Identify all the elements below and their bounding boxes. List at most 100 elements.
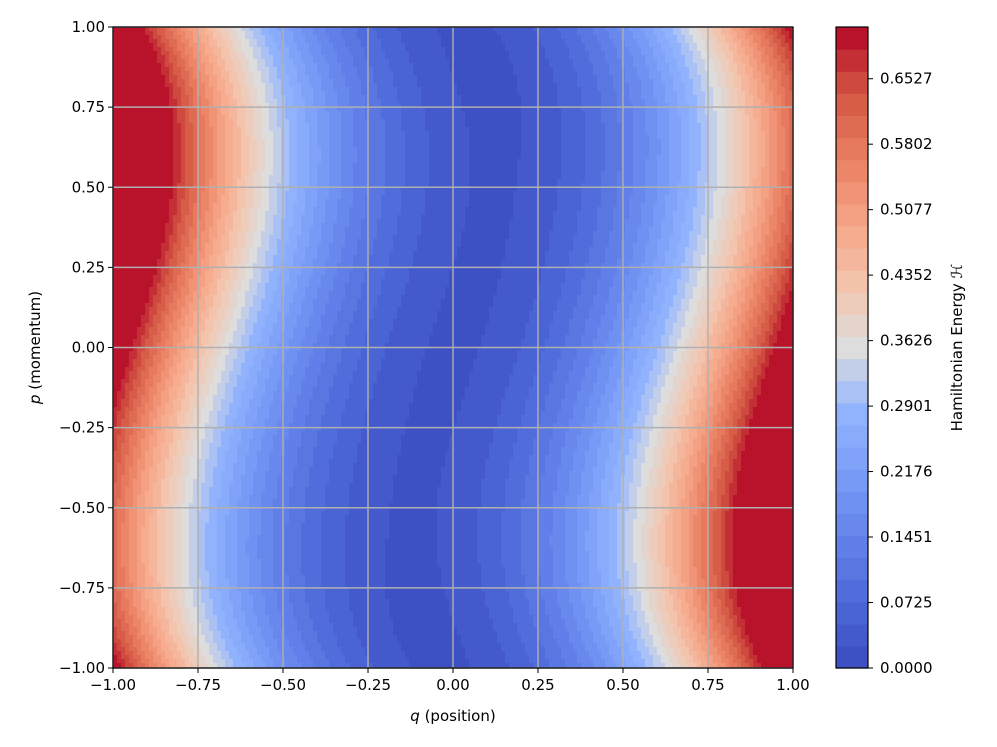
contour-cell: [201, 611, 206, 616]
contour-cell: [189, 231, 194, 236]
contour-cell: [229, 383, 234, 388]
contour-cell: [149, 367, 154, 372]
contour-cell: [209, 167, 214, 172]
contour-cell: [217, 363, 222, 368]
contour-cell: [209, 271, 214, 276]
contour-cell: [153, 519, 158, 524]
contour-cell: [129, 627, 134, 632]
contour-cell: [221, 327, 226, 332]
contour-cell: [141, 395, 146, 400]
contour-cell: [201, 51, 206, 56]
contour-cell: [209, 139, 214, 144]
contour-cell: [145, 283, 150, 288]
contour-cell: [189, 327, 194, 332]
contour-cell: [117, 35, 122, 40]
contour-cell: [173, 551, 178, 556]
contour-cell: [149, 547, 154, 552]
contour-cell: [189, 443, 194, 448]
contour-cell: [125, 31, 130, 36]
contour-cell: [169, 575, 174, 580]
contour-cell: [145, 223, 150, 228]
contour-cell: [129, 291, 134, 296]
contour-cell: [193, 423, 198, 428]
contour-cell: [181, 303, 186, 308]
contour-cell: [153, 503, 158, 508]
contour-cell: [137, 211, 142, 216]
contour-cell: [145, 515, 150, 520]
contour-cell: [213, 443, 218, 448]
contour-cell: [117, 59, 122, 64]
contour-cell: [233, 419, 238, 424]
contour-cell: [201, 363, 206, 368]
contour-cell: [137, 319, 142, 324]
contour-cell: [177, 67, 182, 72]
contour-cell: [157, 603, 162, 608]
contour-cell: [193, 375, 198, 380]
contour-cell: [185, 591, 190, 596]
contour-cell: [217, 539, 222, 544]
contour-cell: [209, 171, 214, 176]
contour-cell: [161, 79, 166, 84]
contour-cell: [149, 583, 154, 588]
contour-cell: [137, 231, 142, 236]
contour-cell: [125, 203, 130, 208]
contour-cell: [217, 655, 222, 660]
contour-cell: [157, 383, 162, 388]
contour-cell: [157, 659, 162, 664]
contour-cell: [217, 391, 222, 396]
contour-cell: [157, 547, 162, 552]
contour-cell: [161, 87, 166, 92]
contour-cell: [133, 247, 138, 252]
contour-cell: [213, 387, 218, 392]
contour-cell: [125, 415, 130, 420]
contour-cell: [169, 227, 174, 232]
contour-cell: [225, 331, 230, 336]
contour-cell: [121, 391, 126, 396]
contour-cell: [141, 407, 146, 412]
contour-cell: [117, 387, 122, 392]
contour-cell: [125, 95, 130, 100]
contour-cell: [173, 659, 178, 664]
contour-cell: [161, 439, 166, 444]
contour-cell: [173, 559, 178, 564]
contour-cell: [213, 487, 218, 492]
contour-cell: [117, 115, 122, 120]
contour-cell: [169, 531, 174, 536]
contour-cell: [165, 59, 170, 64]
contour-cell: [117, 175, 122, 180]
contour-cell: [133, 363, 138, 368]
contour-cell: [233, 399, 238, 404]
contour-cell: [233, 307, 238, 312]
contour-cell: [205, 611, 210, 616]
contour-cell: [233, 31, 238, 36]
contour-cell: [205, 567, 210, 572]
contour-cell: [169, 147, 174, 152]
contour-cell: [157, 399, 162, 404]
contour-cell: [229, 271, 234, 276]
contour-cell: [137, 115, 142, 120]
contour-cell: [121, 59, 126, 64]
contour-cell: [133, 311, 138, 316]
contour-cell: [121, 571, 126, 576]
contour-cell: [213, 367, 218, 372]
contour-cell: [177, 199, 182, 204]
contour-cell: [189, 359, 194, 364]
contour-cell: [205, 215, 210, 220]
contour-cell: [177, 231, 182, 236]
contour-cell: [133, 411, 138, 416]
contour-cell: [189, 207, 194, 212]
contour-cell: [221, 271, 226, 276]
contour-cell: [133, 631, 138, 636]
contour-cell: [165, 411, 170, 416]
contour-cell: [193, 547, 198, 552]
contour-cell: [177, 467, 182, 472]
contour-cell: [201, 55, 206, 60]
contour-cell: [157, 235, 162, 240]
contour-cell: [213, 75, 218, 80]
contour-cell: [209, 523, 214, 528]
contour-cell: [157, 583, 162, 588]
contour-cell: [193, 319, 198, 324]
contour-cell: [153, 327, 158, 332]
contour-cell: [213, 99, 218, 104]
contour-cell: [149, 579, 154, 584]
